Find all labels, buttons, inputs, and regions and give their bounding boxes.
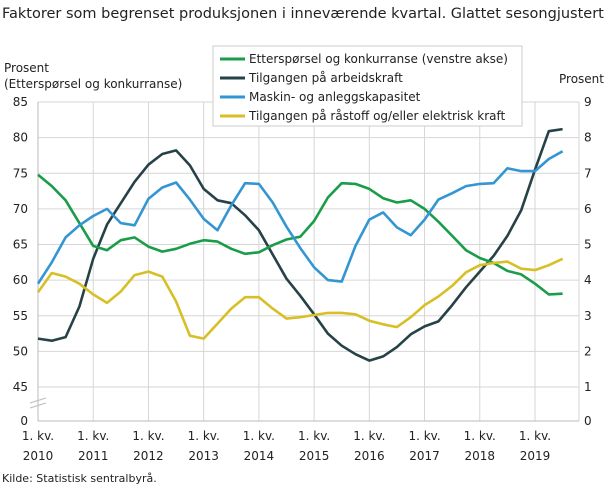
x-tick-label-line2: 2017 [409, 449, 440, 463]
right-tick-label: 0 [584, 414, 592, 428]
x-tick-label-line1: 1. kv. [464, 429, 496, 443]
axis-break-mark [29, 402, 47, 409]
legend-label: Etterspørsel og konkurranse (venstre aks… [249, 52, 508, 66]
right-axis-label: Prosent [559, 72, 604, 86]
left-tick-label: 70 [13, 202, 28, 216]
x-tick-label-line1: 1. kv. [188, 429, 220, 443]
legend-label: Tilgangen på råstoff og/eller elektrisk … [248, 109, 506, 123]
axis-break-mark [29, 397, 47, 404]
x-tick-label-line2: 2010 [23, 449, 54, 463]
legend-label: Maskin- og anleggskapasitet [249, 90, 421, 104]
x-tick-label-line1: 1. kv. [519, 429, 551, 443]
right-tick-label: 1 [584, 380, 592, 394]
right-tick-label: 7 [584, 166, 592, 180]
right-tick-label: 3 [584, 309, 592, 323]
left-tick-label: 85 [13, 95, 28, 109]
left-tick-label: 80 [13, 131, 28, 145]
x-tick-label-line2: 2013 [188, 449, 219, 463]
x-tick-label-line2: 2011 [78, 449, 109, 463]
x-tick-label-line1: 1. kv. [132, 429, 164, 443]
left-tick-label: 0 [20, 414, 28, 428]
right-tick-label: 2 [584, 344, 592, 358]
legend-box [212, 45, 523, 127]
x-tick-label-line1: 1. kv. [22, 429, 54, 443]
right-tick-label: 6 [584, 202, 592, 216]
source-note: Kilde: Statistisk sentralbyrå. [2, 472, 157, 485]
x-tick-label-line1: 1. kv. [243, 429, 275, 443]
left-axis-label-line1: Prosent [4, 61, 49, 75]
x-tick-label-line2: 2015 [299, 449, 330, 463]
x-tick-label-line2: 2018 [465, 449, 496, 463]
right-tick-label: 9 [584, 95, 592, 109]
series-line-3 [36, 257, 564, 340]
x-tick-label-line1: 1. kv. [298, 429, 330, 443]
x-tick-label-line2: 2019 [520, 449, 551, 463]
series-line-2 [36, 150, 564, 285]
left-axis-label-line2: (Etterspørsel og konkurranse) [4, 77, 182, 91]
right-tick-label: 8 [584, 131, 592, 145]
series-line-0 [37, 173, 563, 296]
left-tick-label: 75 [13, 166, 28, 180]
left-tick-label: 65 [13, 238, 28, 252]
right-tick-label: 5 [584, 238, 592, 252]
series-line-1 [37, 127, 563, 362]
left-tick-label: 50 [13, 344, 28, 358]
x-tick-label-line2: 2012 [133, 449, 164, 463]
left-tick-label: 45 [13, 380, 28, 394]
legend-label: Tilgangen på arbeidskraft [248, 71, 403, 85]
x-tick-label-line1: 1. kv. [353, 429, 385, 443]
chart-title: Faktorer som begrenset produksjonen i in… [2, 6, 604, 22]
legend: Etterspørsel og konkurranse (venstre aks… [212, 45, 523, 127]
x-tick-label-line1: 1. kv. [408, 429, 440, 443]
left-tick-label: 60 [13, 273, 28, 287]
left-tick-label: 55 [13, 309, 28, 323]
right-tick-label: 4 [584, 273, 592, 287]
x-tick-label-line1: 1. kv. [77, 429, 109, 443]
x-tick-label-line2: 2014 [244, 449, 275, 463]
x-tick-label-line2: 2016 [354, 449, 385, 463]
